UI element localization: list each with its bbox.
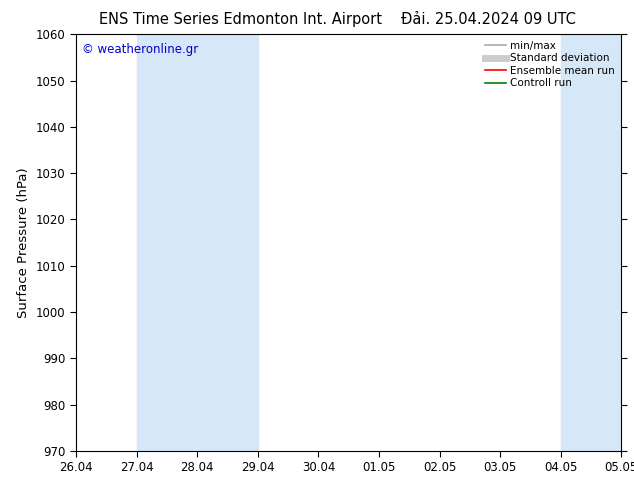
Text: © weatheronline.gr: © weatheronline.gr [82,43,198,56]
Bar [137,34,258,451]
Text: Đải. 25.04.2024 09 UTC: Đải. 25.04.2024 09 UTC [401,12,576,27]
Legend: min/max, Standard deviation, Ensemble mean run, Controll run: min/max, Standard deviation, Ensemble me… [482,37,618,92]
Bar [560,34,634,451]
Y-axis label: Surface Pressure (hPa): Surface Pressure (hPa) [17,167,30,318]
Text: ENS Time Series Edmonton Int. Airport: ENS Time Series Edmonton Int. Airport [100,12,382,27]
